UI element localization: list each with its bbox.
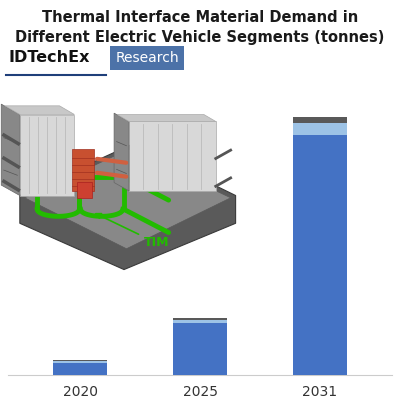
FancyArrowPatch shape xyxy=(97,173,126,177)
Polygon shape xyxy=(5,106,74,115)
Text: Thermal Interface Material Demand in: Thermal Interface Material Demand in xyxy=(42,10,358,25)
Bar xyxy=(173,318,227,320)
Bar xyxy=(293,134,347,375)
Polygon shape xyxy=(25,149,231,249)
Bar xyxy=(77,182,92,198)
FancyArrowPatch shape xyxy=(97,159,126,163)
Bar xyxy=(53,360,107,361)
Bar xyxy=(293,117,347,123)
Bar xyxy=(72,149,94,191)
Polygon shape xyxy=(117,115,216,121)
Bar xyxy=(293,123,347,134)
Text: IDTechEx: IDTechEx xyxy=(9,50,90,65)
Polygon shape xyxy=(129,121,216,191)
Bar xyxy=(173,323,227,375)
Polygon shape xyxy=(1,104,20,196)
Bar xyxy=(173,320,227,323)
Text: TIM: TIM xyxy=(96,213,169,249)
Polygon shape xyxy=(20,144,236,270)
Text: Different Electric Vehicle Segments (tonnes): Different Electric Vehicle Segments (ton… xyxy=(15,30,385,45)
Bar xyxy=(53,363,107,375)
Polygon shape xyxy=(20,115,74,196)
Polygon shape xyxy=(114,113,129,191)
Bar xyxy=(53,361,107,363)
Text: Research: Research xyxy=(115,51,179,65)
